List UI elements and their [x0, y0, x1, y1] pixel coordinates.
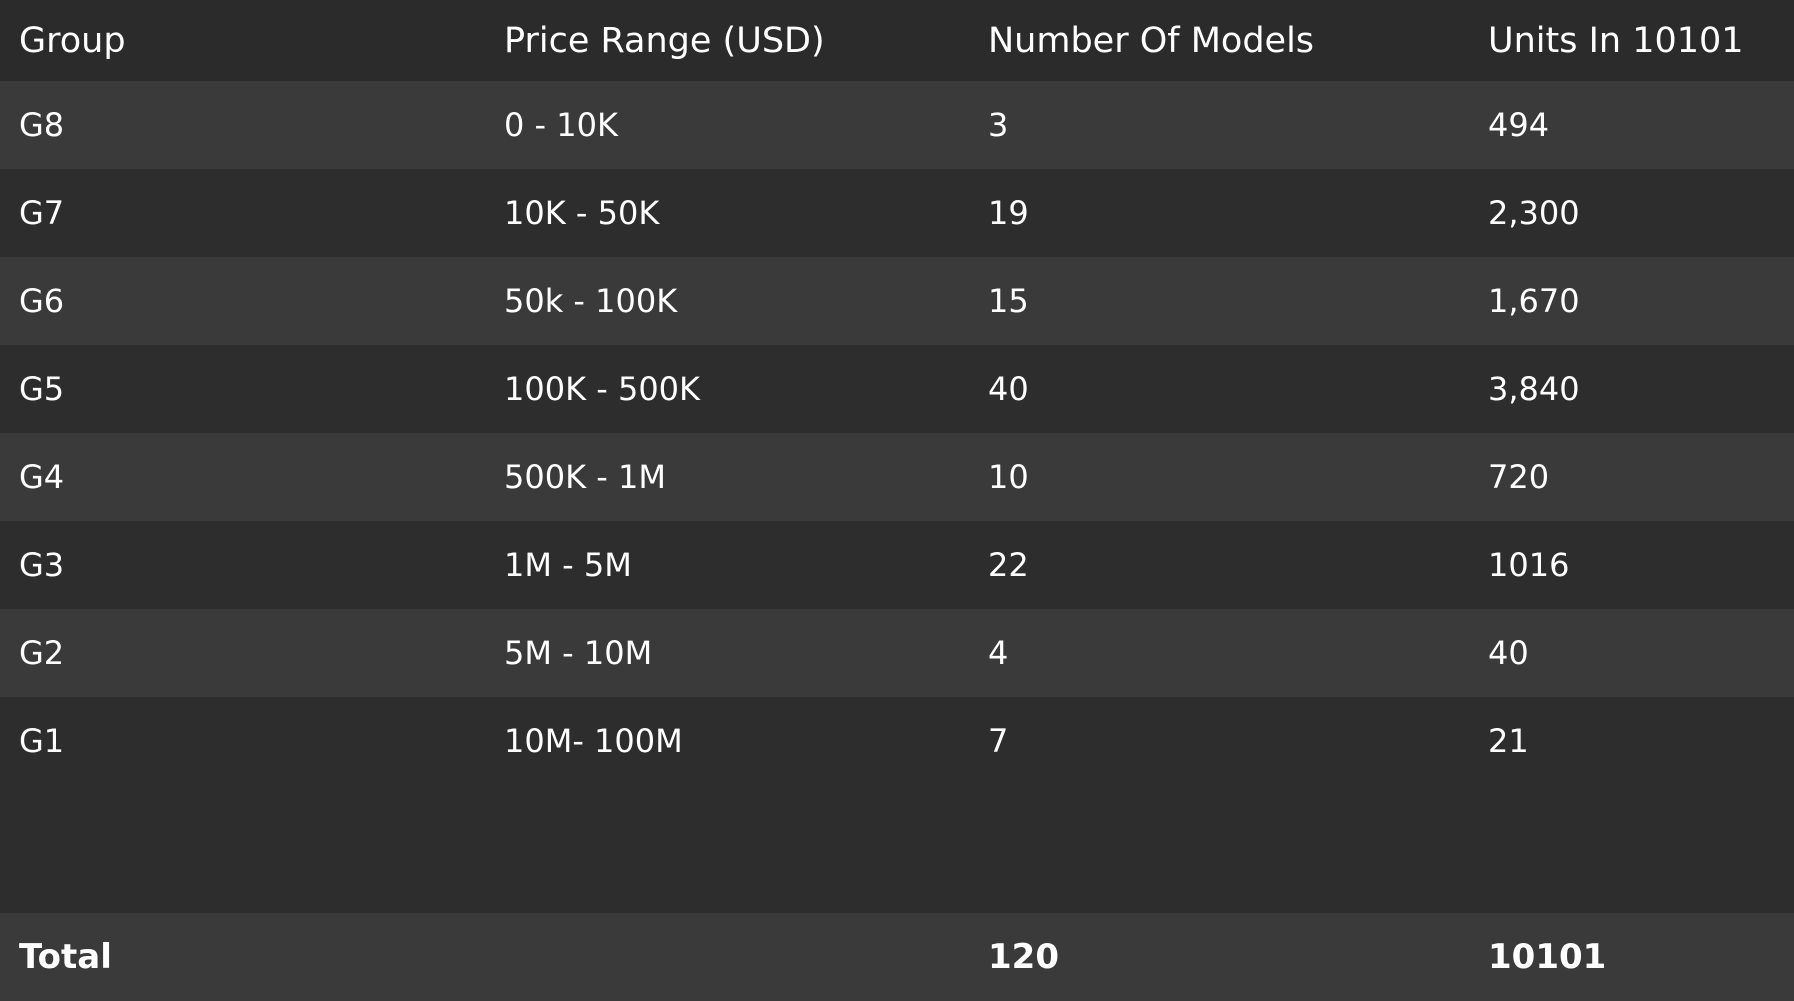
cell-price-range: 0 - 10K	[504, 106, 618, 144]
column-header-price-range: Price Range (USD)	[504, 20, 825, 61]
cell-price-range: 10M- 100M	[504, 722, 683, 760]
table-row: G5 100K - 500K 40 3,840	[0, 345, 1794, 433]
table-header: Group Price Range (USD) Number Of Models…	[0, 0, 1794, 81]
cell-models: 19	[988, 194, 1029, 232]
cell-price-range: 500K - 1M	[504, 458, 666, 496]
cell-units: 720	[1488, 458, 1550, 496]
total-label: Total	[19, 937, 112, 977]
cell-models: 7	[988, 722, 1009, 760]
cell-units: 1016	[1488, 546, 1570, 584]
table-row: G8 0 - 10K 3 494	[0, 81, 1794, 169]
cell-group: G8	[19, 106, 65, 144]
cell-models: 22	[988, 546, 1029, 584]
cell-group: G2	[19, 634, 65, 672]
cell-price-range: 50k - 100K	[504, 282, 678, 320]
table-row: G6 50k - 100K 15 1,670	[0, 257, 1794, 345]
cell-units: 21	[1488, 722, 1529, 760]
cell-models: 10	[988, 458, 1029, 496]
table-row: G4 500K - 1M 10 720	[0, 433, 1794, 521]
cell-price-range: 1M - 5M	[504, 546, 632, 584]
cell-models: 40	[988, 370, 1029, 408]
column-header-group: Group	[19, 20, 126, 61]
cell-models: 3	[988, 106, 1009, 144]
cell-units: 3,840	[1488, 370, 1580, 408]
cell-group: G3	[19, 546, 65, 584]
table-spacer	[0, 785, 1794, 913]
table-row: G3 1M - 5M 22 1016	[0, 521, 1794, 609]
total-models: 120	[988, 937, 1059, 977]
total-units: 10101	[1488, 937, 1607, 977]
cell-units: 494	[1488, 106, 1550, 144]
cell-units: 1,670	[1488, 282, 1580, 320]
table-row: G7 10K - 50K 19 2,300	[0, 169, 1794, 257]
cell-units: 40	[1488, 634, 1529, 672]
table-row: G2 5M - 10M 4 40	[0, 609, 1794, 697]
column-header-units: Units In 10101	[1488, 20, 1744, 61]
cell-group: G1	[19, 722, 65, 760]
cell-models: 15	[988, 282, 1029, 320]
cell-group: G7	[19, 194, 65, 232]
cell-price-range: 10K - 50K	[504, 194, 660, 232]
table-row: G1 10M- 100M 7 21	[0, 697, 1794, 785]
cell-price-range: 100K - 500K	[504, 370, 701, 408]
cell-group: G5	[19, 370, 65, 408]
cell-group: G4	[19, 458, 65, 496]
column-header-number-of-models: Number Of Models	[988, 20, 1315, 61]
cell-units: 2,300	[1488, 194, 1580, 232]
cell-models: 4	[988, 634, 1009, 672]
table-total-row: Total 120 10101	[0, 913, 1794, 1001]
cell-price-range: 5M - 10M	[504, 634, 653, 672]
cell-group: G6	[19, 282, 65, 320]
